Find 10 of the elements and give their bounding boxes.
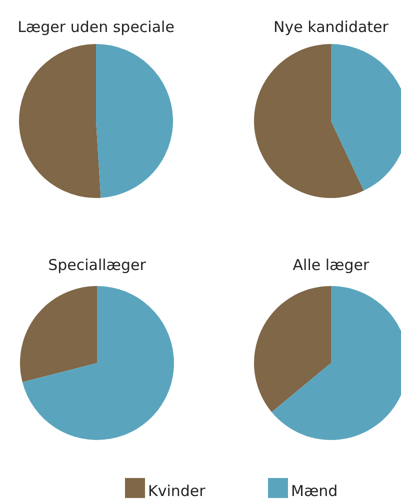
legend-label: Mænd bbox=[291, 482, 338, 499]
pie-slice bbox=[20, 286, 97, 382]
chart-title: Læger uden speciale bbox=[18, 18, 174, 36]
pie-slice bbox=[96, 44, 173, 198]
chart-title: Speciallæger bbox=[48, 256, 147, 274]
chart-title: Nye kandidater bbox=[274, 18, 390, 36]
legend-label: Kvinder bbox=[148, 482, 206, 499]
pie-slice bbox=[19, 44, 101, 198]
chart-title: Alle læger bbox=[292, 256, 370, 274]
pie-slice bbox=[22, 286, 174, 440]
